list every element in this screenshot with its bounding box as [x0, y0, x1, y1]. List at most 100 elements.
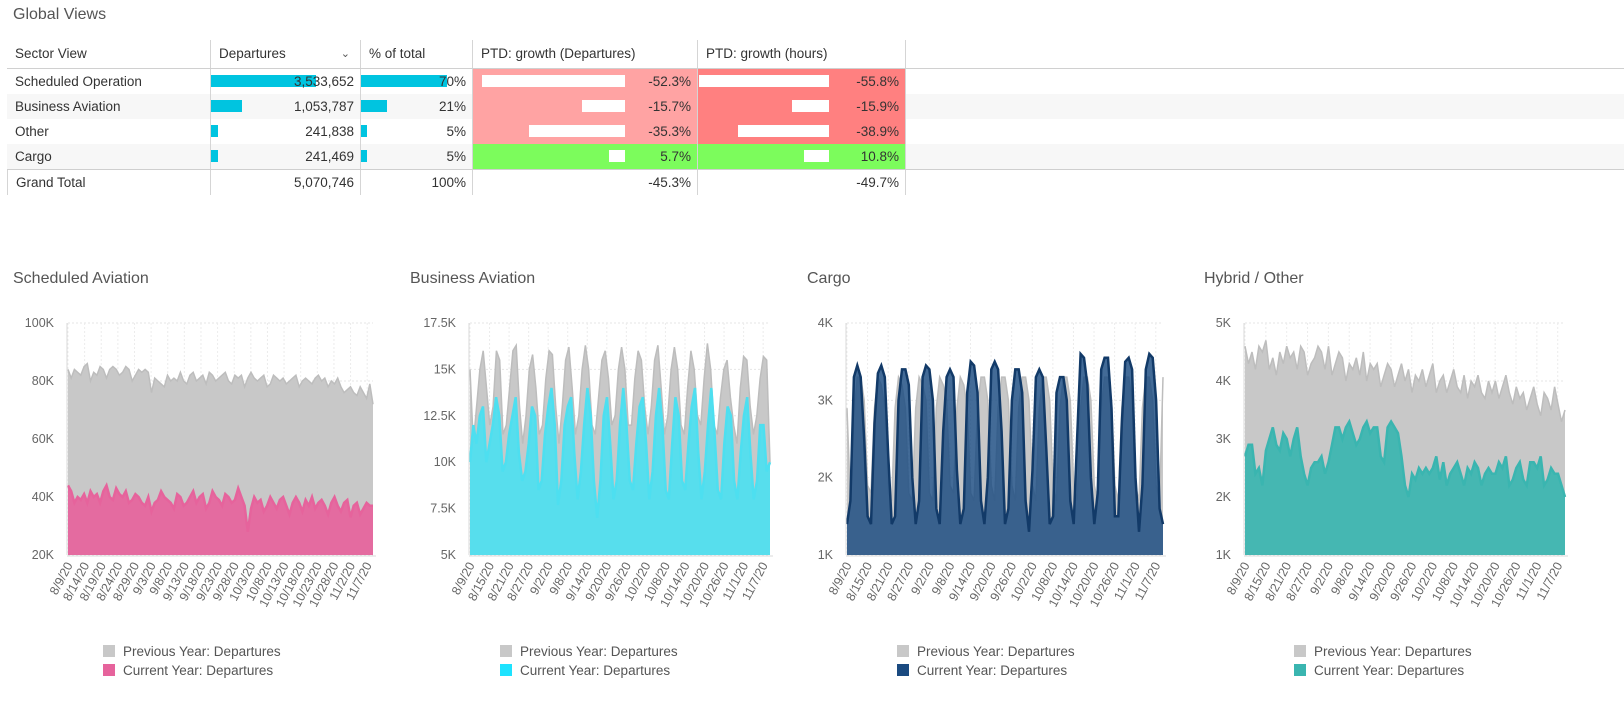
y-tick-label: 15K [434, 362, 457, 376]
y-tick-label: 10K [434, 455, 457, 469]
legend-swatch [500, 664, 512, 676]
growth-hours-cell: 10.8% [697, 144, 906, 169]
y-tick-label: 80K [32, 374, 55, 388]
legend-scheduled: Previous Year: Departures Current Year: … [103, 642, 281, 680]
growth-departures-value: -35.3% [648, 124, 691, 139]
sector-name: Business Aviation [15, 99, 121, 114]
y-tick-label: 4K [1216, 374, 1232, 388]
y-tick-label: 5K [441, 548, 457, 562]
legend-item-previous[interactable]: Previous Year: Departures [897, 642, 1075, 661]
grand-total-departures: 5,070,746 [210, 170, 360, 195]
departures-cell: 1,053,787 [210, 94, 360, 119]
table-row[interactable]: Business Aviation 1,053,787 21% -15.7% -15.9… [7, 94, 1624, 119]
departures-cell: 241,838 [210, 119, 360, 144]
legend-item-current[interactable]: Current Year: Departures [897, 661, 1075, 680]
column-header-growth-departures[interactable]: PTD: growth (Departures) [472, 40, 697, 68]
pct-cell: 70% [360, 69, 472, 94]
legend-swatch [103, 664, 115, 676]
legend-swatch [897, 664, 909, 676]
growth-hours-cell: -15.9% [697, 94, 906, 119]
chart-title-business: Business Aviation [410, 270, 536, 287]
departures-value: 241,838 [305, 124, 354, 139]
pct-value: 5% [446, 124, 466, 139]
legend-hybrid: Previous Year: Departures Current Year: … [1294, 642, 1472, 680]
y-tick-label: 17.5K [423, 316, 456, 330]
growth-departures-bar [609, 150, 625, 162]
pct-bar [361, 125, 367, 137]
legend-item-previous[interactable]: Previous Year: Departures [103, 642, 281, 661]
growth-hours-value: -38.9% [856, 124, 899, 139]
growth-departures-bar [482, 75, 625, 87]
pct-cell: 5% [360, 119, 472, 144]
table-row[interactable]: Scheduled Operation 3,533,652 70% -52.3% -55… [7, 69, 1624, 94]
column-header-departures[interactable]: Departures ⌄ [210, 40, 360, 68]
page-title: Global Views [13, 6, 107, 23]
growth-hours-bar [804, 150, 829, 162]
departures-value: 241,469 [305, 149, 354, 164]
y-tick-label: 1K [818, 548, 834, 562]
pct-value: 70% [438, 74, 466, 89]
current-year-line [468, 387, 772, 519]
growth-departures-cell: -35.3% [472, 119, 697, 144]
departures-cell: 241,469 [210, 144, 360, 169]
y-tick-label: 3K [818, 393, 834, 407]
previous-year-line [469, 342, 771, 463]
growth-departures-value: -52.3% [648, 74, 691, 89]
legend-item-previous[interactable]: Previous Year: Departures [500, 642, 678, 661]
column-header-growth-hours[interactable]: PTD: growth (hours) [697, 40, 906, 68]
current-year-line [1243, 418, 1567, 498]
previous-year-line [67, 362, 374, 405]
legend-item-current[interactable]: Current Year: Departures [1294, 661, 1472, 680]
growth-hours-bar [792, 100, 829, 112]
column-header-label: Departures [219, 46, 286, 61]
legend-swatch [500, 645, 512, 657]
growth-hours-cell: -55.8% [697, 69, 906, 94]
pct-bar [361, 150, 367, 162]
table-header-row: Sector View Departures ⌄ % of total PTD:… [7, 40, 1624, 69]
departures-bar [211, 150, 218, 162]
chart-title-cargo: Cargo [807, 270, 851, 287]
pct-bar [361, 75, 447, 87]
current-year-area [847, 353, 1163, 555]
pct-value: 21% [438, 99, 466, 114]
growth-departures-cell: -52.3% [472, 69, 697, 94]
departures-bar [211, 75, 316, 87]
sector-table: Sector View Departures ⌄ % of total PTD:… [7, 40, 1624, 195]
current-year-line [845, 350, 1165, 532]
table-row[interactable]: Other 241,838 5% -35.3% -38.9% [7, 119, 1624, 144]
current-year-area [470, 388, 770, 555]
current-year-area [68, 485, 373, 555]
sector-name: Other [15, 124, 49, 139]
growth-hours-cell: -38.9% [697, 119, 906, 144]
legend-item-current[interactable]: Current Year: Departures [500, 661, 678, 680]
growth-hours-bar [699, 75, 829, 87]
y-tick-label: 20K [32, 548, 55, 562]
legend-item-current[interactable]: Current Year: Departures [103, 661, 281, 680]
previous-year-line [1244, 340, 1566, 422]
column-header-pct-total[interactable]: % of total [360, 40, 472, 68]
chevron-down-icon[interactable]: ⌄ [340, 48, 350, 60]
column-header-sector-view[interactable]: Sector View [15, 46, 87, 61]
y-tick-label: 3K [1216, 432, 1232, 446]
growth-hours-value: 10.8% [860, 149, 899, 164]
y-tick-label: 7.5K [430, 502, 456, 516]
growth-hours-value: -55.8% [856, 74, 899, 89]
legend-item-previous[interactable]: Previous Year: Departures [1294, 642, 1472, 661]
grand-total-growth-hours: -49.7% [697, 170, 906, 195]
growth-hours-value: -15.9% [856, 99, 899, 114]
growth-departures-cell: 5.7% [472, 144, 697, 169]
legend-business: Previous Year: Departures Current Year: … [500, 642, 678, 680]
growth-departures-cell: -15.7% [472, 94, 697, 119]
table-row[interactable]: Cargo 241,469 5% 5.7% 10.8% [7, 144, 1624, 169]
departures-bar [211, 125, 218, 137]
chart-title-hybrid: Hybrid / Other [1204, 270, 1304, 287]
departures-value: 3,533,652 [293, 74, 354, 89]
chart-title-scheduled: Scheduled Aviation [13, 270, 149, 287]
growth-departures-bar [582, 100, 625, 112]
current-year-line [66, 482, 373, 532]
legend-cargo: Previous Year: Departures Current Year: … [897, 642, 1075, 680]
chart-scheduled-aviation: 20K40K60K80K100K8/9/208/14/208/19/208/24… [25, 316, 376, 609]
pct-value: 5% [446, 149, 466, 164]
y-tick-label: 1K [1216, 548, 1232, 562]
departures-cell: 3,533,652 [210, 69, 360, 94]
